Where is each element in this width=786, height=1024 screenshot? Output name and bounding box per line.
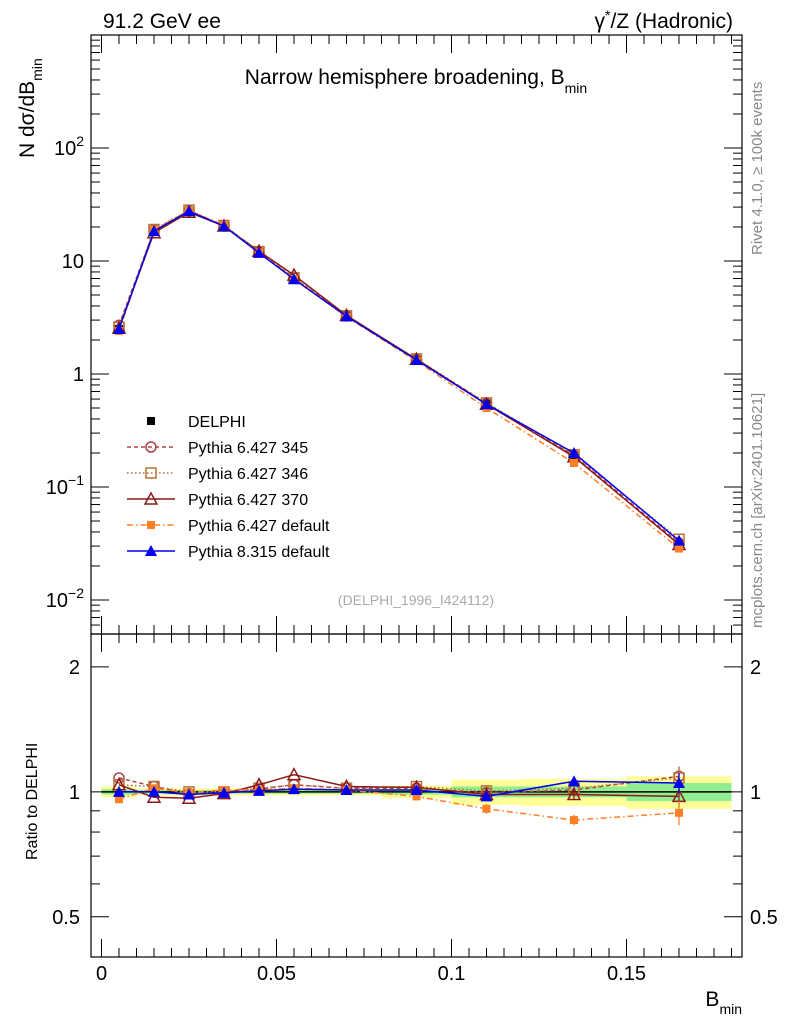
legend-label-p346: Pythia 6.427 346 <box>188 466 308 483</box>
x-tick-label: 0.15 <box>607 963 646 985</box>
x-axis-label: Bmin <box>705 988 742 1017</box>
main-title: Narrow hemisphere broadening, Bmin <box>245 66 587 96</box>
p8def-ratio-point <box>673 777 685 789</box>
ratio-y-tick-label-left: 0.5 <box>52 907 80 929</box>
p8def-main-point <box>673 534 685 546</box>
p370-ratio-point <box>286 767 302 781</box>
x-label-main: B <box>705 988 719 1011</box>
p8def-main-point <box>113 323 125 335</box>
p8def-ratio-point <box>480 790 493 802</box>
p345-ratio-point <box>113 772 125 784</box>
p8def-ratio-point <box>288 783 300 795</box>
main-y-tick-label-base: 10 <box>46 477 68 499</box>
main-y-tick-label-exp: 2 <box>76 133 84 149</box>
header-process-star: * <box>605 7 611 23</box>
ratio-y-tick-label-left: 1 <box>69 782 80 804</box>
ratio-y-tick-label-right: 0.5 <box>750 907 778 929</box>
mcplots-label: mcplots.cern.ch [arXiv:2401.10621] <box>749 393 766 628</box>
p8def-main-point <box>568 446 580 458</box>
legend: DELPHI Pythia 6.427 345 Pythia 6.427 346 Py… <box>127 414 330 561</box>
main-y-axis-label: N dσ/dBmin <box>16 58 45 158</box>
header-process-gamma: γ <box>595 10 606 33</box>
legend-marker-p6def <box>147 521 155 529</box>
ratio-y-tick-label-right: 1 <box>750 782 761 804</box>
legend-label-p6def: Pythia 6.427 default <box>188 518 330 535</box>
legend-label-p370: Pythia 6.427 370 <box>188 492 308 509</box>
legend-marker-p8def <box>145 545 157 556</box>
p8def-main-point <box>148 225 160 237</box>
main-y-tick-label-base: 10 <box>54 138 76 160</box>
p8def-ratio-point <box>113 785 125 797</box>
rivet-label: Rivet 4.1.0, ≥ 100k events <box>749 82 766 255</box>
p8def-main-point <box>253 246 265 258</box>
p370-ratio-point <box>566 786 582 801</box>
main-title-sub: min <box>565 80 588 96</box>
header-process: γ*/Z (Hadronic) <box>595 7 733 33</box>
p6def-ratio-point <box>482 804 491 813</box>
p6def-ratio-point <box>675 808 683 817</box>
legend-label-p8def: Pythia 8.315 default <box>188 544 330 561</box>
header-process-rest: /Z (Hadronic) <box>610 10 733 33</box>
main-ylabel-text: N dσ/dB <box>16 81 39 158</box>
p6def-main-point <box>675 544 683 553</box>
ratio-y-ticks: 0.5 0.5 1 1 2 2 <box>52 657 778 958</box>
p8def-main-point <box>218 220 230 232</box>
main-x-ticks <box>101 35 732 634</box>
x-tick-label: 0.1 <box>438 963 466 985</box>
p6def-ratio-point <box>115 795 123 804</box>
p8def-ratio-point <box>340 784 353 796</box>
legend-marker-p370 <box>143 491 159 505</box>
ratio-x-ticks <box>101 634 732 957</box>
main-series <box>111 204 687 553</box>
x-tick-label: 0.05 <box>257 963 296 985</box>
p8def-ratio-point <box>148 785 160 797</box>
p8def-main-point <box>183 205 195 217</box>
p8def-main-point <box>340 310 353 322</box>
main-y-tick-label-exp: −2 <box>68 585 84 601</box>
p8def-ratio-point <box>410 784 423 796</box>
p346-main-line <box>118 209 680 540</box>
ratio-y-tick-label-left: 2 <box>69 657 80 679</box>
main-y-tick-label-base: 10 <box>62 251 84 273</box>
p6def-ratio-point <box>412 792 421 801</box>
legend-marker-delphi <box>147 417 155 425</box>
main-y-tick-label: 10 <box>62 251 84 273</box>
ratio-panel: 0.5 0.5 1 1 2 2 Ratio to DELPHI <box>24 633 778 958</box>
ratio-y-tick-label-right: 2 <box>750 657 761 679</box>
legend-label-delphi: DELPHI <box>188 414 246 431</box>
p8def-ratio-point <box>183 788 195 800</box>
legend-marker-p345 <box>145 441 157 453</box>
p8def-ratio-point <box>568 775 580 787</box>
p8def-main-point <box>480 398 493 410</box>
main-y-tick-label-exp: −1 <box>68 472 84 488</box>
main-title-text: Narrow hemisphere broadening, B <box>245 66 565 89</box>
main-y-tick-label: 10−2 <box>46 585 84 612</box>
p8def-main-point <box>410 353 423 365</box>
p6def-ratio-point <box>570 816 578 825</box>
main-ylabel-sub: min <box>29 58 45 81</box>
x-tick-labels: 0 0.05 0.1 0.15 <box>96 963 646 985</box>
p8def-main-point <box>288 273 300 285</box>
main-y-tick-label-base: 1 <box>73 364 84 386</box>
p370-ratio-line <box>118 773 680 799</box>
analysis-tag: (DELPHI_1996_I424112) <box>338 592 494 608</box>
p8def-ratio-point <box>253 784 265 796</box>
main-y-tick-label-base: 10 <box>46 590 68 612</box>
p6def-main-point <box>570 459 578 468</box>
header-energy: 91.2 GeV ee <box>103 10 221 33</box>
legend-marker-p346 <box>145 467 157 479</box>
x-label-sub: min <box>719 1001 742 1017</box>
main-y-tick-label: 10−1 <box>46 472 84 499</box>
main-y-tick-label: 102 <box>54 133 84 160</box>
x-tick-label: 0 <box>96 963 107 985</box>
ratio-series <box>111 766 687 826</box>
legend-label-p345: Pythia 6.427 345 <box>188 440 308 457</box>
main-y-tick-label: 1 <box>73 364 84 386</box>
ratio-y-axis-label: Ratio to DELPHI <box>24 743 41 860</box>
p8def-ratio-point <box>218 786 230 798</box>
